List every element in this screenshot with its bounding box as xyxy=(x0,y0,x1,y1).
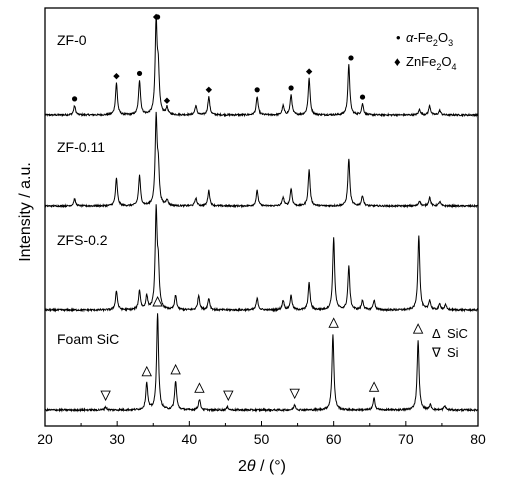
hematite-marker xyxy=(288,85,294,91)
sic-marker xyxy=(368,381,380,392)
x-tick-label: 20 xyxy=(37,431,53,447)
sic-marker xyxy=(152,295,163,307)
trace-zfs-0-2 xyxy=(44,204,479,313)
legend-sic-label: SiC xyxy=(447,326,468,341)
sic-marker xyxy=(328,317,339,328)
sic-marker xyxy=(412,323,424,334)
hematite-marker xyxy=(348,55,354,61)
franklinite-marker xyxy=(163,97,171,104)
hematite-marker xyxy=(71,96,78,102)
legend-hematite-label: α-Fe2O3 xyxy=(406,30,453,48)
x-tick-label: 30 xyxy=(109,431,125,447)
franklinite-marker xyxy=(205,86,213,93)
si-marker xyxy=(289,388,300,400)
x-tick-label: 50 xyxy=(254,431,270,447)
franklinite-marker xyxy=(113,72,120,80)
xrd-traces xyxy=(44,14,479,413)
phase-markers xyxy=(71,13,424,402)
x-tick-label: 40 xyxy=(182,431,198,447)
series-label-foam-sic: Foam SiC xyxy=(57,331,119,347)
legend-sic-symbol: Δ xyxy=(432,326,441,341)
hematite-marker xyxy=(359,94,366,100)
trace-zf-0 xyxy=(44,14,479,118)
legend-top: • α-Fe2O3 ♦ ZnFe2O4 xyxy=(394,30,457,72)
sic-marker xyxy=(170,363,181,375)
si-marker xyxy=(223,390,234,402)
axes: 20 30 40 50 60 70 80 xyxy=(37,7,486,447)
legend-franklinite-symbol: ♦ xyxy=(394,54,401,69)
franklinite-marker xyxy=(305,68,313,75)
franklinite-marker xyxy=(152,13,160,21)
x-tick-label: 60 xyxy=(326,431,342,447)
trace-foam-sic xyxy=(44,313,479,413)
si-marker xyxy=(100,390,111,402)
legend-franklinite-label: ZnFe2O4 xyxy=(406,54,457,72)
trace-zf-0-11 xyxy=(44,111,479,209)
y-axis-title: Intensity / a.u. xyxy=(17,162,34,262)
series-label-zf-0: ZF-0 xyxy=(57,32,87,48)
x-tick-label: 80 xyxy=(470,431,486,447)
legend-bottom: Δ SiC ∇ Si xyxy=(431,326,468,360)
sic-marker xyxy=(141,365,152,377)
series-label-zf-0-11: ZF-0.11 xyxy=(57,139,105,155)
hematite-marker xyxy=(136,70,143,77)
legend-si-symbol: ∇ xyxy=(431,345,441,360)
x-tick-label: 70 xyxy=(398,431,414,447)
legend-si-label: Si xyxy=(447,345,459,360)
plot-frame xyxy=(44,7,479,427)
series-label-zfs-0-2: ZFS-0.2 xyxy=(57,232,108,248)
legend-hematite-symbol: • xyxy=(396,30,401,45)
sic-marker xyxy=(194,382,205,393)
hematite-marker xyxy=(254,87,260,93)
x-axis-title: 2θ / (°) xyxy=(238,458,286,475)
